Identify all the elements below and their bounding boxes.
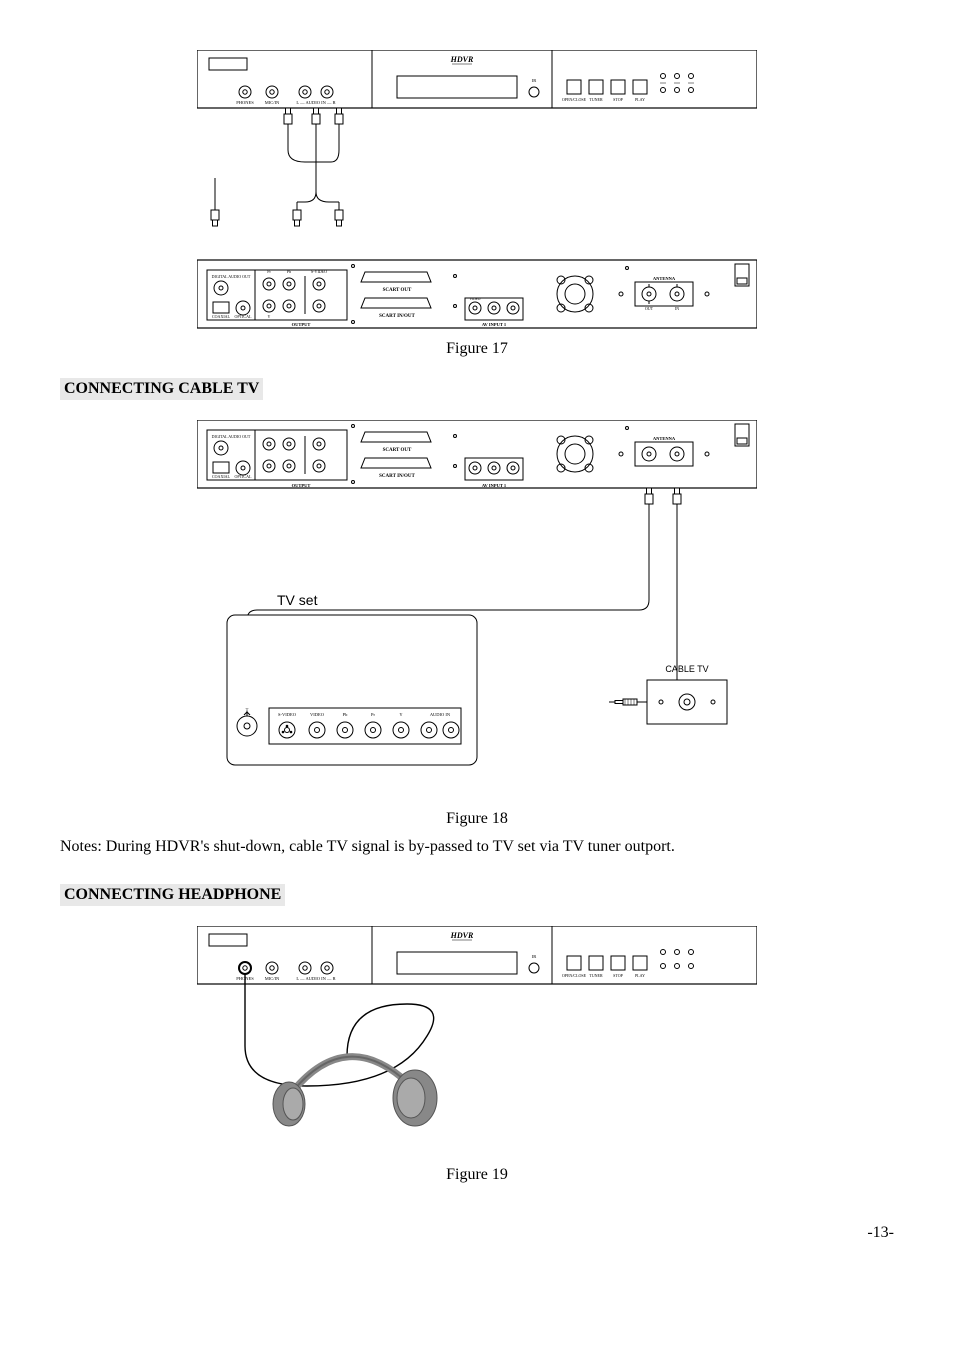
- svg-text:AV INPUT 1: AV INPUT 1: [482, 322, 507, 327]
- svg-text:S-VIDEO: S-VIDEO: [278, 712, 297, 717]
- page-number: -13-: [60, 1224, 894, 1242]
- svg-text:COAXIAL: COAXIAL: [212, 474, 231, 479]
- svg-text:MIC/IN: MIC/IN: [265, 976, 280, 981]
- svg-text:HDVR: HDVR: [450, 931, 474, 940]
- svg-text:DIGITAL AUDIO OUT: DIGITAL AUDIO OUT: [212, 274, 251, 279]
- figure-19-svg: PHONES MIC/IN L — AUDIO IN — R HDVR IR O…: [197, 926, 757, 1156]
- svg-text:PLAY: PLAY: [635, 973, 645, 978]
- figure-18-caption: Figure 18: [60, 810, 894, 828]
- svg-text:SCART IN/OUT: SCART IN/OUT: [379, 314, 415, 319]
- svg-text:OPEN/CLOSE: OPEN/CLOSE: [562, 97, 587, 102]
- svg-text:OPTICAL: OPTICAL: [235, 474, 252, 479]
- svg-text:S-VIDEO: S-VIDEO: [311, 269, 327, 274]
- svg-text:SCART OUT: SCART OUT: [383, 288, 412, 293]
- svg-text:ANTENNA: ANTENNA: [653, 276, 676, 281]
- figure-18: DIGITAL AUDIO OUT COAXIAL OPTICAL OUTPUT…: [60, 420, 894, 800]
- svg-text:OPTICAL: OPTICAL: [235, 314, 252, 319]
- tv-set-label: TV set: [277, 592, 318, 608]
- svg-text:L — AUDIO IN — R: L — AUDIO IN — R: [296, 976, 335, 981]
- svg-text:Pb: Pb: [287, 269, 291, 274]
- section-connecting-headphone: CONNECTING HEADPHONE: [60, 884, 285, 906]
- svg-text:OUT: OUT: [645, 306, 654, 311]
- svg-text:VIDEO: VIDEO: [310, 712, 325, 717]
- svg-text:STOP: STOP: [613, 973, 623, 978]
- section-connecting-cable-tv: CONNECTING CABLE TV: [60, 378, 263, 400]
- svg-text:MIC/IN: MIC/IN: [265, 100, 280, 105]
- figure-19-caption: Figure 19: [60, 1166, 894, 1184]
- svg-text:Pr: Pr: [371, 712, 376, 717]
- svg-text:SCART IN/OUT: SCART IN/OUT: [379, 474, 415, 479]
- figure-18-svg: DIGITAL AUDIO OUT COAXIAL OPTICAL OUTPUT…: [197, 420, 757, 800]
- svg-text:OUTPUT: OUTPUT: [292, 483, 311, 488]
- figure-19: PHONES MIC/IN L — AUDIO IN — R HDVR IR O…: [60, 926, 894, 1156]
- svg-text:T: T: [246, 707, 249, 712]
- svg-text:OPEN/CLOSE: OPEN/CLOSE: [562, 973, 587, 978]
- figure-17: PHONES MIC/IN L — AUDIO IN — R HDVR IR O…: [60, 50, 894, 330]
- svg-text:PLAY: PLAY: [635, 97, 645, 102]
- cable-tv-note: Notes: During HDVR's shut-down, cable TV…: [60, 838, 894, 856]
- svg-text:Y: Y: [268, 314, 271, 319]
- svg-text:DIGITAL AUDIO OUT: DIGITAL AUDIO OUT: [212, 434, 251, 439]
- svg-text:L — AUDIO IN — R: L — AUDIO IN — R: [296, 100, 335, 105]
- headphones-icon: [273, 1057, 437, 1126]
- svg-text:IR: IR: [532, 954, 537, 959]
- svg-text:VIDEO: VIDEO: [470, 297, 481, 301]
- svg-text:STOP: STOP: [613, 97, 623, 102]
- svg-text:SCART OUT: SCART OUT: [383, 448, 412, 453]
- svg-text:TUNER: TUNER: [589, 973, 603, 978]
- svg-text:CABLE TV: CABLE TV: [665, 664, 708, 674]
- svg-text:IN: IN: [675, 306, 679, 311]
- svg-text:ANTENNA: ANTENNA: [653, 436, 676, 441]
- svg-text:PHONES: PHONES: [236, 100, 254, 105]
- svg-text:AV INPUT 1: AV INPUT 1: [482, 483, 507, 488]
- figure-17-svg: PHONES MIC/IN L — AUDIO IN — R HDVR IR O…: [197, 50, 757, 330]
- figure-17-caption: Figure 17: [60, 340, 894, 358]
- svg-text:COAXIAL: COAXIAL: [212, 314, 231, 319]
- svg-text:IR: IR: [532, 78, 537, 83]
- svg-text:OUTPUT: OUTPUT: [292, 322, 311, 327]
- headphone-cable: [245, 974, 434, 1086]
- svg-text:TUNER: TUNER: [589, 97, 603, 102]
- cable-tv-box: CABLE TV: [647, 664, 727, 724]
- hdvr-logo: HDVR: [450, 55, 474, 64]
- svg-text:AUDIO IN: AUDIO IN: [430, 712, 451, 717]
- svg-text:Pb: Pb: [343, 712, 349, 717]
